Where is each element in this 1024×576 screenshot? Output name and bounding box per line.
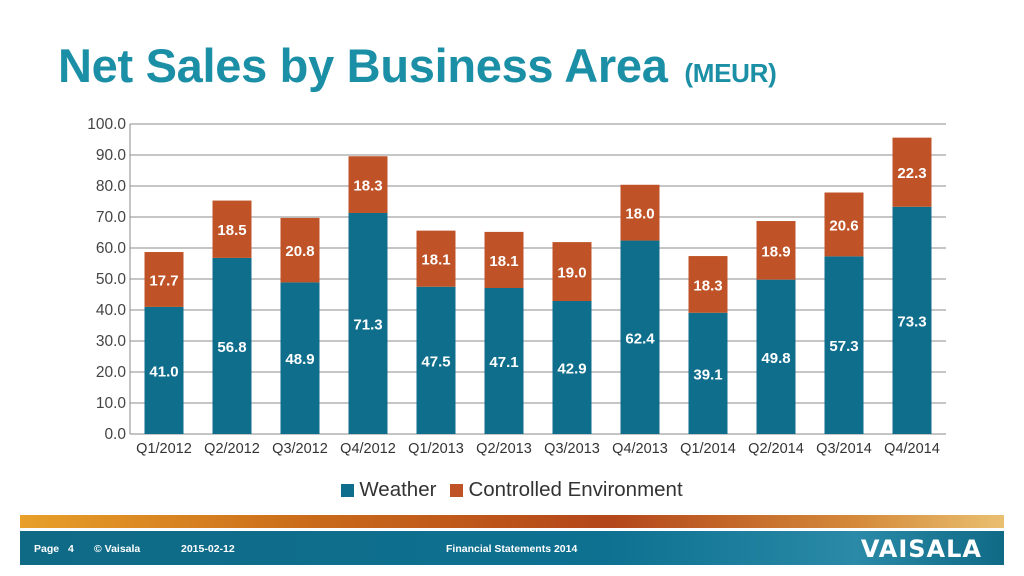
title-text: Net Sales by Business Area [58,39,668,92]
data-label: 18.1 [421,252,450,269]
data-label: 18.9 [761,243,790,260]
data-label: 71.3 [353,316,382,333]
bar-weather [280,282,320,434]
data-label: 57.3 [829,338,858,355]
y-tick-label: 20.0 [96,364,127,381]
data-label: 47.1 [489,354,518,371]
y-tick-label: 100.0 [87,116,126,133]
bar-weather [756,279,796,434]
bar-weather [416,286,456,434]
data-label: 73.3 [897,313,926,330]
stacked-bar-chart: 0.0 10.0 20.0 30.0 40.0 50.0 60.0 70.0 80.0 90.0 1… [87,116,946,457]
data-label: 39.1 [693,366,722,383]
legend-swatch-controlled-environment [450,483,464,497]
legend-label-controlled-environment: Controlled Environment [468,478,683,501]
bar-weather [552,301,592,434]
bar-weather [620,240,660,434]
y-tick-label: 80.0 [96,178,127,195]
bar-controlled-environment [552,242,592,302]
x-tick-label: Q2/2012 [204,441,260,457]
x-tick-label: Q1/2013 [408,441,464,457]
y-tick-label: 10.0 [96,395,127,412]
legend-item-controlled-environment: Controlled Environment [450,478,683,502]
bar-controlled-environment [348,156,388,213]
x-tick-label: Q3/2013 [544,441,600,457]
bar-controlled-environment [212,200,252,258]
y-tick-label: 90.0 [96,147,127,164]
legend-swatch-weather [341,483,355,497]
bar-controlled-environment [756,221,796,280]
bar-controlled-environment [688,256,728,313]
bar-weather [348,212,388,434]
bar-weather [688,312,728,434]
data-label: 19.0 [557,265,586,282]
x-tick-label: Q1/2012 [136,441,192,457]
y-tick-label: 70.0 [96,209,127,226]
bar-controlled-environment [892,137,932,207]
data-label: 18.0 [625,206,654,223]
bar-controlled-environment [484,231,524,288]
data-label: 18.3 [353,178,382,195]
y-tick-label: 30.0 [96,333,127,350]
bar-controlled-environment [824,192,864,257]
data-label: 48.9 [285,351,314,368]
y-tick-label: 40.0 [96,302,127,319]
x-tick-label: Q4/2012 [340,441,396,457]
x-tick-label: Q3/2014 [816,441,872,457]
data-label: 49.8 [761,350,790,367]
data-label: 41.0 [149,363,178,380]
vaisala-logo: VAISALA [860,535,982,563]
bar-controlled-environment [620,184,660,241]
bar-weather [892,206,932,434]
footer-page-number: 4 [68,543,74,555]
data-label: 18.3 [693,277,722,294]
y-tick-label: 60.0 [96,240,127,257]
chart-legend: Weather Controlled Environment [0,478,1024,502]
footer-date: 2015-02-12 [181,543,235,555]
x-tick-label: Q4/2013 [612,441,668,457]
data-label: 22.3 [897,165,926,182]
title-unit: (MEUR) [684,58,777,88]
page-title: Net Sales by Business Area (MEUR) [58,38,777,93]
data-label: 56.8 [217,339,246,356]
data-label: 18.1 [489,253,518,270]
footer-bar: Page 4 © Vaisala 2015-02-12 Financial St… [20,531,1004,565]
x-tick-label: Q2/2014 [748,441,804,457]
footer-doc-title: Financial Statements 2014 [446,543,578,555]
x-tick-label: Q4/2014 [884,441,940,457]
bar-controlled-environment [144,252,184,307]
footer-page-label: Page [34,543,60,555]
x-tick-label: Q3/2012 [272,441,328,457]
bar-weather [212,257,252,434]
data-label: 20.8 [285,243,314,260]
bar-weather [484,287,524,434]
data-label: 62.4 [625,330,655,347]
data-label: 18.5 [217,222,246,239]
data-label: 47.5 [421,353,450,370]
bar-controlled-environment [416,230,456,287]
bar-weather [144,306,184,434]
bar-weather [824,256,864,434]
decorative-band [20,515,1004,528]
data-label: 17.7 [149,272,178,289]
footer-copyright: © Vaisala [94,543,141,555]
y-tick-label: 0.0 [104,426,126,443]
x-tick-label: Q1/2014 [680,441,736,457]
legend-label-weather: Weather [359,478,437,501]
legend-item-weather: Weather [341,478,436,502]
y-tick-label: 50.0 [96,271,127,288]
x-tick-label: Q2/2013 [476,441,532,457]
bar-controlled-environment [280,217,320,283]
data-label: 42.9 [557,361,586,378]
data-label: 20.6 [829,217,858,234]
